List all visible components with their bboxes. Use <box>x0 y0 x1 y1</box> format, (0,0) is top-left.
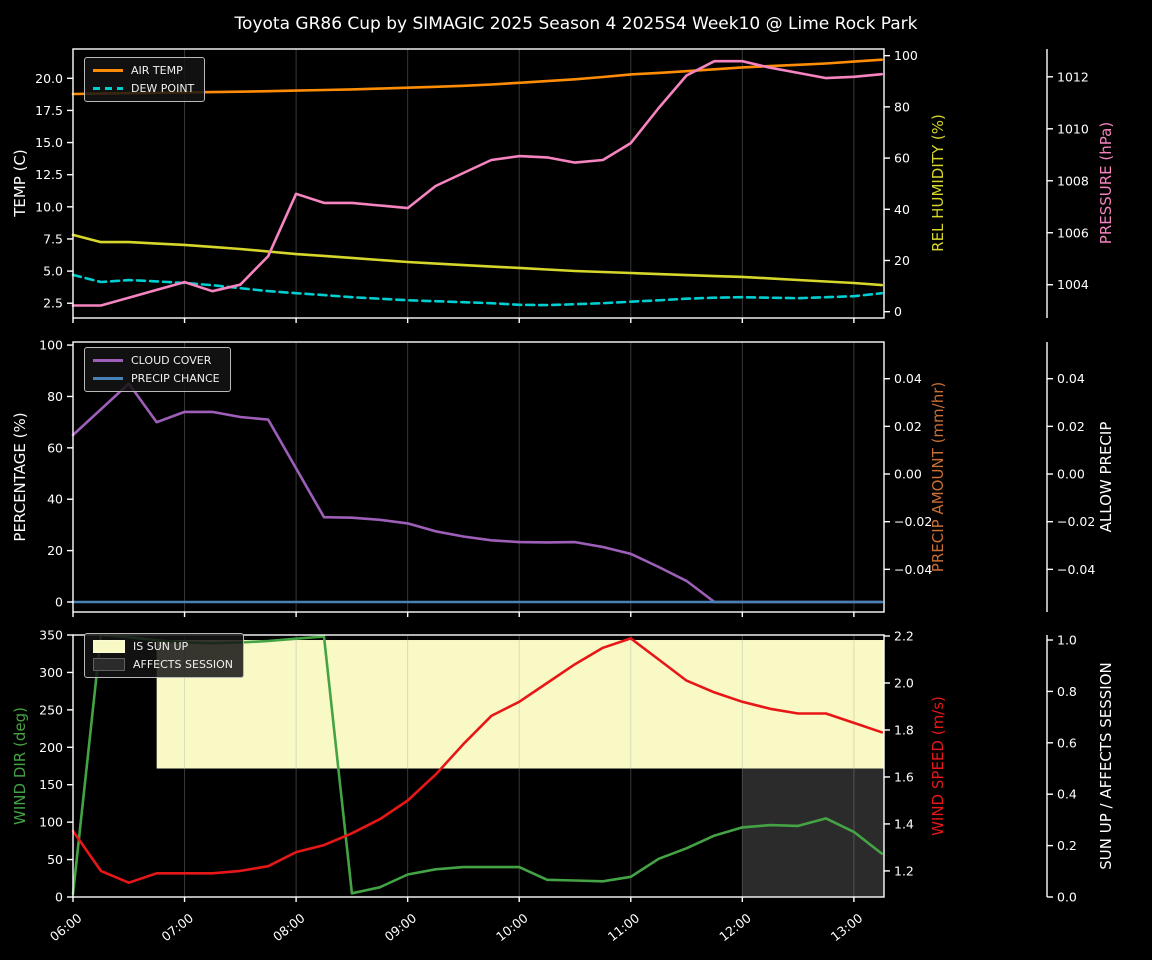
y-tick-label-left: 2.5 <box>43 296 63 311</box>
legend-item: PRECIP CHANCE <box>93 372 220 385</box>
legend-line-swatch <box>93 359 123 362</box>
y-tick-label-right2: 0.6 <box>1057 735 1077 750</box>
chart-title: Toyota GR86 Cup by SIMAGIC 2025 Season 4… <box>234 14 918 34</box>
y-tick-label-right1: 0.04 <box>894 371 922 386</box>
series-pressure <box>71 59 884 307</box>
y-tick-label-right2: 0.02 <box>1057 419 1085 434</box>
legend-item: AFFECTS SESSION <box>93 658 233 671</box>
legend-line-swatch <box>93 377 123 380</box>
y-tick-label-right1: 1.4 <box>894 816 914 831</box>
legend-cloud-panel: CLOUD COVER PRECIP CHANCE <box>84 347 231 392</box>
y-tick-label-left: 200 <box>39 740 63 755</box>
x-tick-label: 08:00 <box>270 910 308 944</box>
series-rel-humidity <box>71 233 884 287</box>
y-tick-label-right2: 1004 <box>1057 277 1089 292</box>
legend-temp-panel: AIR TEMP DEW POINT <box>84 57 206 102</box>
y-tick-label-left: 50 <box>47 852 63 867</box>
y-tick-label-left: 15.0 <box>35 135 63 150</box>
y-tick-label-right2: 1010 <box>1057 121 1089 136</box>
y-tick-label-left: 17.5 <box>35 103 63 118</box>
legend-line-swatch <box>93 87 123 90</box>
y-tick-label-right2: 0.04 <box>1057 371 1085 386</box>
series-air-temp <box>71 58 884 96</box>
y-tick-label-right2: 1.0 <box>1057 633 1077 648</box>
y-tick-label-right1: −0.04 <box>894 562 932 577</box>
plot-box <box>72 341 885 613</box>
y-tick-label-left: 7.5 <box>43 231 63 246</box>
legend-wind-panel: IS SUN UP AFFECTS SESSION <box>84 633 245 678</box>
y-tick-label-right1: 0.00 <box>894 467 922 482</box>
y-tick-label-right2: 0.0 <box>1057 890 1077 905</box>
x-tick-label: 12:00 <box>716 910 754 944</box>
y-tick-label-left: 80 <box>47 389 63 404</box>
legend-label: AIR TEMP <box>131 64 183 77</box>
y-tick-label-left: 0 <box>55 594 63 609</box>
legend-patch-swatch <box>93 640 125 653</box>
y-tick-label-right2: 0.2 <box>1057 838 1077 853</box>
legend-label: CLOUD COVER <box>131 354 212 367</box>
series-wind-speed <box>71 637 884 885</box>
x-tick-label: 09:00 <box>382 910 420 944</box>
series-dew-point <box>71 273 884 307</box>
y-tick-label-left: 20.0 <box>35 71 63 86</box>
legend-patch-swatch <box>93 658 125 671</box>
x-tick-label: 13:00 <box>828 910 866 944</box>
y-tick-label-right1: 0.02 <box>894 419 922 434</box>
y-tick-label-left: 150 <box>39 777 63 792</box>
x-tick-label: 10:00 <box>493 910 531 944</box>
legend-item: CLOUD COVER <box>93 354 220 367</box>
y-tick-label-right1: −0.02 <box>894 514 932 529</box>
legend-item: DEW POINT <box>93 82 194 95</box>
y-tick-label-right2: −0.02 <box>1057 514 1095 529</box>
legend-label: AFFECTS SESSION <box>133 658 234 671</box>
y-tick-label-right2: 0.4 <box>1057 787 1077 802</box>
legend-item: IS SUN UP <box>93 640 233 653</box>
y-tick-label-right1: 100 <box>894 48 918 63</box>
x-tick-label: 07:00 <box>158 910 196 944</box>
y-tick-label-right2: 1012 <box>1057 69 1089 84</box>
y-tick-label-left: 10.0 <box>35 199 63 214</box>
y-tick-label-right2: 1008 <box>1057 173 1089 188</box>
legend-label: PRECIP CHANCE <box>131 372 220 385</box>
y-tick-label-left: 100 <box>39 338 63 353</box>
band-affects-session <box>742 768 884 897</box>
plot-box <box>72 634 885 898</box>
y-tick-label-right1: 0 <box>894 304 902 319</box>
y-tick-label-left: 5.0 <box>43 264 63 279</box>
y-tick-label-right1: 1.2 <box>894 863 914 878</box>
y-tick-label-right2: 0.00 <box>1057 467 1085 482</box>
y-tick-label-left: 100 <box>39 815 63 830</box>
y-tick-label-right1: 1.6 <box>894 769 914 784</box>
y-tick-label-right2: 0.8 <box>1057 684 1077 699</box>
y-tick-label-left: 250 <box>39 702 63 717</box>
y-tick-label-right1: 60 <box>894 151 910 166</box>
y-tick-label-right2: −0.04 <box>1057 562 1095 577</box>
y-tick-label-left: 300 <box>39 665 63 680</box>
y-tick-label-left: 350 <box>39 628 63 643</box>
legend-line-swatch <box>93 69 123 72</box>
y-tick-label-left: 60 <box>47 440 63 455</box>
x-tick-label: 06:00 <box>47 910 85 944</box>
y-tick-label-left: 0 <box>55 890 63 905</box>
legend-item: AIR TEMP <box>93 64 194 77</box>
y-tick-label-left: 20 <box>47 543 63 558</box>
y-tick-label-left: 12.5 <box>35 167 63 182</box>
x-tick-label: 11:00 <box>605 910 643 944</box>
series-cloud-cover <box>71 382 884 604</box>
y-tick-label-right1: 80 <box>894 99 910 114</box>
y-tick-label-right1: 40 <box>894 202 910 217</box>
legend-label: IS SUN UP <box>133 640 189 653</box>
y-tick-label-right1: 2.2 <box>894 629 914 644</box>
band-is-sun-up <box>156 640 884 769</box>
y-tick-label-right2: 1006 <box>1057 225 1089 240</box>
y-tick-label-left: 40 <box>47 492 63 507</box>
y-tick-label-right1: 20 <box>894 253 910 268</box>
y-tick-label-right1: 2.0 <box>894 675 914 690</box>
y-tick-label-right1: 1.8 <box>894 722 914 737</box>
plot-box <box>72 48 885 319</box>
legend-label: DEW POINT <box>131 82 195 95</box>
